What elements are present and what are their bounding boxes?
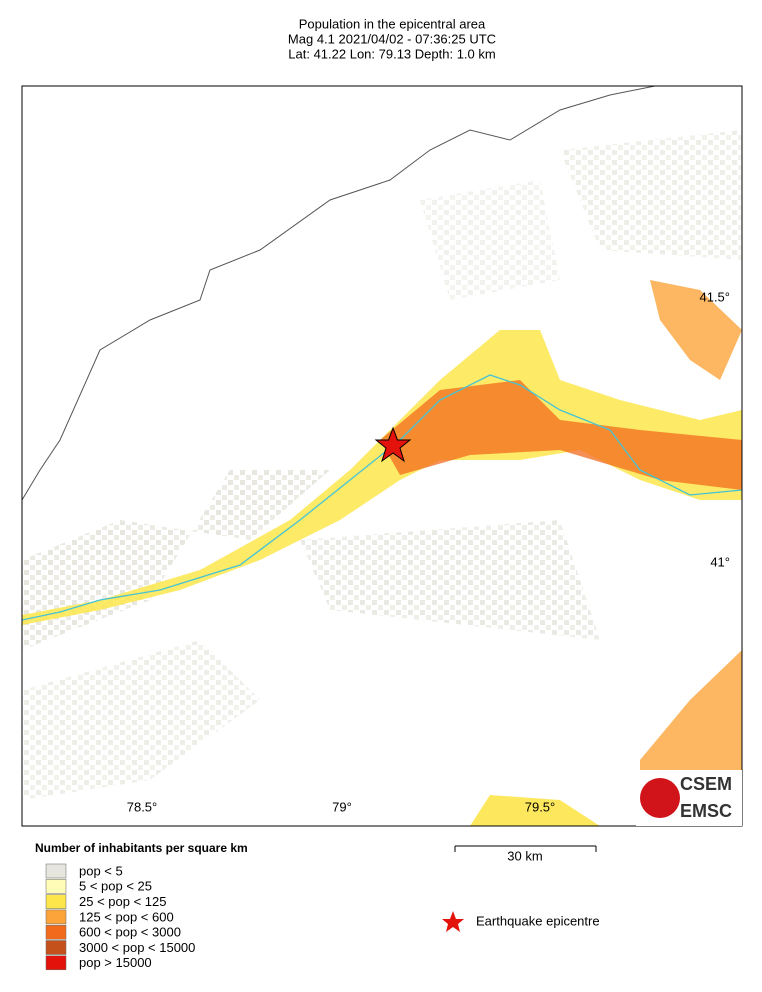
legend-star <box>442 911 464 932</box>
legend-label: 25 < pop < 125 <box>79 894 166 909</box>
legend-label: 5 < pop < 25 <box>79 879 152 894</box>
legend-label: 125 < pop < 600 <box>79 909 174 924</box>
legend-swatch <box>45 863 67 879</box>
logo-text: EMSC <box>680 801 732 821</box>
map-frame <box>21 85 743 827</box>
legend-label: 600 < pop < 3000 <box>79 925 181 940</box>
subtitle: Mag 4.1 2021/04/02 - 07:36:25 UTC <box>288 31 496 46</box>
logo-text: CSEM <box>680 774 732 794</box>
lon-label: 79.5° <box>525 799 556 814</box>
logo: CSEM EMSC <box>636 770 742 826</box>
scale-label: 30 km <box>507 848 542 863</box>
subtitle: Lat: 41.22 Lon: 79.13 Depth: 1.0 km <box>288 46 495 61</box>
legend-swatch <box>45 955 67 971</box>
map <box>22 86 742 826</box>
legend-swatch <box>45 924 67 940</box>
lat-label: 41.5° <box>699 289 730 304</box>
legend-title: Number of inhabitants per square km <box>35 841 248 855</box>
legend-swatch <box>45 940 67 955</box>
lat-label: 41° <box>710 554 730 569</box>
legend-label: 3000 < pop < 15000 <box>79 940 195 955</box>
legend-swatch <box>45 894 67 909</box>
epicentre-label: Earthquake epicentre <box>476 913 600 928</box>
title: Population in the epicentral area <box>299 16 486 31</box>
legend-swatch <box>45 909 67 925</box>
legend-swatch <box>45 879 67 894</box>
lon-label: 79° <box>332 799 352 814</box>
legend-label: pop > 15000 <box>79 955 152 970</box>
lon-label: 78.5° <box>127 799 158 814</box>
epicentre-star <box>374 426 412 463</box>
legend-label: pop < 5 <box>79 863 123 878</box>
